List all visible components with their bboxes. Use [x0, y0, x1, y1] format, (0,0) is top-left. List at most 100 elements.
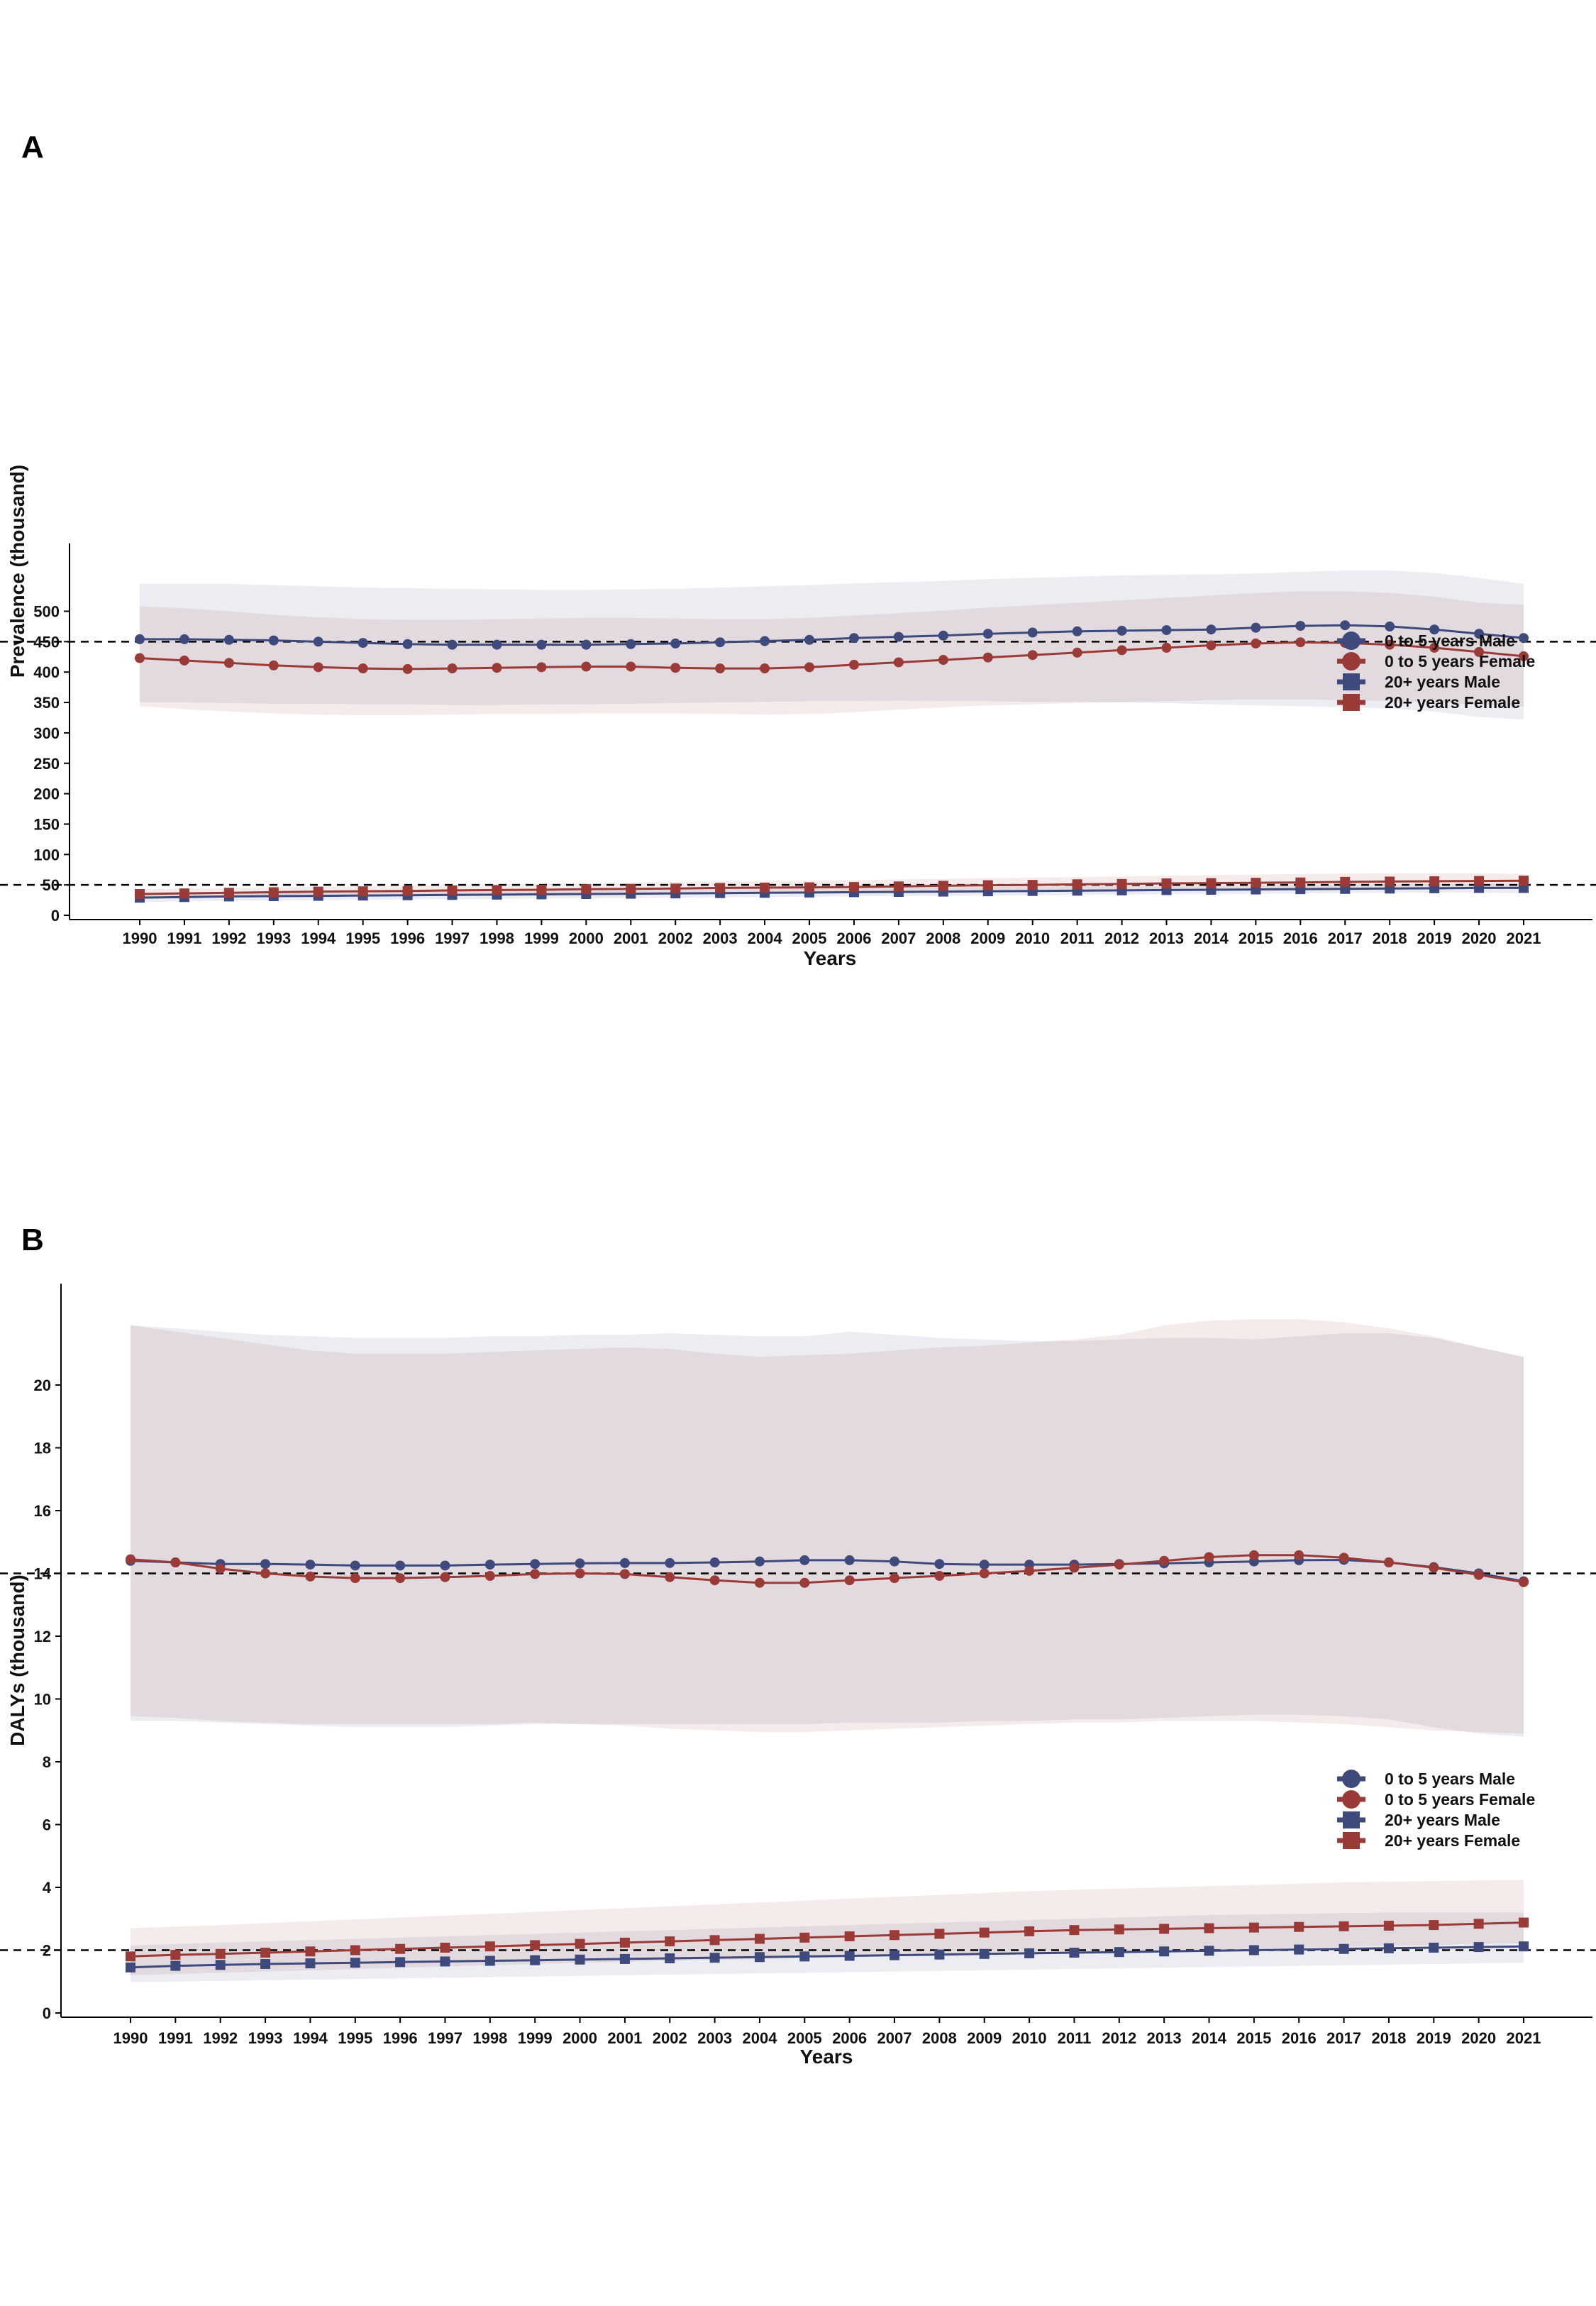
- data-point: [844, 1575, 855, 1586]
- data-point: [223, 634, 234, 645]
- data-point: [1340, 620, 1351, 631]
- data-point: [709, 1935, 720, 1946]
- series-line: [139, 879, 1524, 895]
- uncertainty-band: [140, 570, 1524, 719]
- data-point: [1159, 1946, 1170, 1957]
- data-point: [447, 885, 458, 895]
- x-tick-label: 1995: [338, 2029, 372, 2047]
- series-line: [130, 1921, 1524, 1958]
- x-tick-label: 2021: [1507, 929, 1541, 947]
- data-point: [1473, 1942, 1484, 1953]
- x-axis-title: Years: [800, 2046, 853, 2068]
- data-point: [179, 634, 189, 644]
- data-point: [848, 633, 859, 644]
- x-tick-label: 2019: [1417, 929, 1452, 947]
- data-point: [626, 883, 636, 894]
- data-point: [1248, 1922, 1259, 1933]
- data-point: [1294, 1944, 1304, 1955]
- data-point: [938, 881, 948, 891]
- data-point: [890, 1950, 900, 1960]
- y-tick-label: 16: [34, 1502, 51, 1520]
- series-line: [130, 1558, 1524, 1583]
- data-point: [1114, 1560, 1124, 1570]
- data-point: [1429, 1562, 1439, 1573]
- data-point: [1069, 1562, 1080, 1573]
- data-point: [804, 882, 815, 893]
- data-point: [665, 1557, 675, 1568]
- data-point: [1383, 1943, 1394, 1953]
- x-tick-label: 2004: [748, 929, 783, 947]
- y-tick-label: 20: [34, 1377, 51, 1394]
- data-point: [1519, 633, 1529, 644]
- data-point: [893, 631, 904, 642]
- series-line: [130, 1554, 1524, 1584]
- data-point: [1339, 1943, 1349, 1954]
- data-point: [260, 1958, 271, 1969]
- x-tick-label: 2002: [658, 929, 693, 947]
- x-tick-label: 2007: [877, 2029, 912, 2047]
- data-point: [492, 663, 502, 673]
- x-tick-label: 2015: [1236, 2029, 1271, 2047]
- x-tick-label: 2021: [1507, 2029, 1541, 2047]
- data-point: [395, 1943, 406, 1954]
- y-tick-label: 400: [33, 663, 60, 681]
- uncertainty-band: [131, 1912, 1524, 1982]
- data-point: [715, 883, 726, 893]
- x-tick-label: 2019: [1417, 2029, 1451, 2047]
- data-point: [799, 1555, 810, 1565]
- x-tick-label: 2002: [653, 2029, 687, 2047]
- data-point: [1385, 639, 1395, 650]
- data-point: [1429, 1920, 1439, 1931]
- data-point: [260, 1948, 271, 1958]
- x-tick-label: 2012: [1102, 2029, 1136, 2047]
- data-point: [1251, 622, 1261, 633]
- data-point: [670, 663, 681, 673]
- data-point: [447, 663, 458, 674]
- data-point: [1429, 1942, 1439, 1953]
- data-point: [982, 629, 993, 639]
- y-tick-label: 0: [43, 2004, 51, 2022]
- data-point: [670, 883, 681, 894]
- data-point: [530, 1940, 541, 1951]
- x-tick-label: 2017: [1328, 929, 1363, 947]
- data-point: [1251, 878, 1261, 888]
- y-tick-label: 150: [33, 815, 60, 833]
- x-tick-label: 2018: [1371, 2029, 1406, 2047]
- data-point: [1204, 1552, 1214, 1562]
- data-point: [1519, 1941, 1529, 1952]
- data-point: [754, 1577, 765, 1588]
- data-point: [530, 1955, 541, 1965]
- data-point: [1295, 621, 1306, 631]
- data-point: [1072, 879, 1082, 890]
- data-point: [934, 1559, 945, 1569]
- uncertainty-band: [131, 1319, 1524, 1734]
- data-point: [179, 655, 189, 666]
- data-point: [979, 1927, 990, 1938]
- y-tick-label: 4: [43, 1879, 52, 1897]
- data-point: [1114, 1947, 1124, 1958]
- data-point: [626, 639, 636, 649]
- data-point: [1295, 877, 1306, 888]
- panel-label: A: [21, 130, 44, 165]
- data-point: [1385, 876, 1395, 887]
- x-tick-label: 1991: [167, 929, 201, 947]
- data-point: [170, 1960, 181, 1971]
- y-axis-title: DALYs (thousand): [6, 1574, 28, 1746]
- data-point: [358, 886, 368, 897]
- x-tick-label: 1994: [301, 929, 336, 947]
- legend-label: 20+ years Female: [1385, 1831, 1520, 1850]
- data-point: [619, 1953, 630, 1964]
- data-point: [1251, 638, 1261, 649]
- data-point: [760, 883, 770, 893]
- series-line: [130, 1945, 1524, 1969]
- data-point: [305, 1958, 316, 1969]
- data-point: [1429, 624, 1440, 635]
- uncertainty-band: [140, 873, 1524, 898]
- data-point: [305, 1560, 316, 1570]
- data-point: [395, 1560, 406, 1571]
- data-point: [709, 1557, 720, 1568]
- panel-b: B Years DALYs (thousand) 024681012141618…: [0, 1223, 1596, 2068]
- x-tick-label: 1992: [203, 2029, 238, 2047]
- data-point: [1474, 876, 1485, 886]
